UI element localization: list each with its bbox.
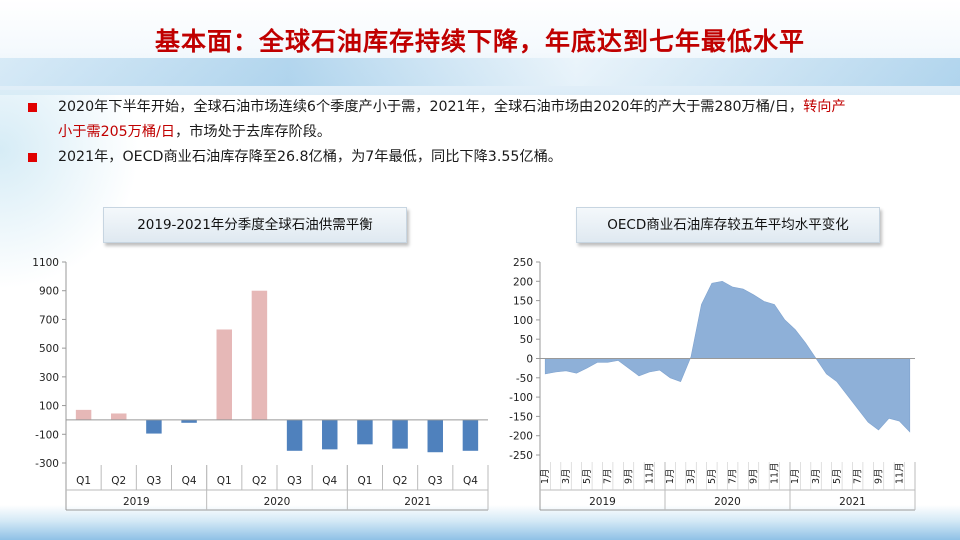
chart2-month-label: 11月 xyxy=(769,462,780,484)
chart1-bar xyxy=(146,419,162,434)
chart2-title: OECD商业石油库存较五年平均水平变化 xyxy=(576,207,880,243)
chart2-month-label: 7月 xyxy=(728,468,739,484)
left-decoration xyxy=(0,90,140,290)
chart1-bar xyxy=(392,419,408,449)
bullet-1-line1: 2020年下半年开始，全球石油市场连续6个季度产小于需，2021年，全球石油市场… xyxy=(58,99,804,115)
chart2-month-label: 5月 xyxy=(582,468,593,484)
bullet-marker-1 xyxy=(28,103,40,113)
bullet-text-1: 2020年下半年开始，全球石油市场连续6个季度产小于需，2021年，全球石油市场… xyxy=(58,95,948,145)
bullet-1-line2-highlight: 小于需205万桶/日 xyxy=(58,124,175,140)
chart2-ytick-label: 250 xyxy=(513,257,533,269)
chart1-category-label: Q4 xyxy=(182,475,197,487)
chart2-ytick-label: -150 xyxy=(509,411,533,423)
chart1-ytick-label: -300 xyxy=(35,458,59,470)
chart1-category-label: Q3 xyxy=(287,475,302,487)
chart2-month-label: 11月 xyxy=(894,462,905,484)
chart2-ytick-label: 100 xyxy=(513,315,533,327)
chart1-category-label: Q2 xyxy=(252,475,267,487)
chart1-bar xyxy=(286,419,303,451)
chart1-bar xyxy=(427,419,443,453)
bullet-1-line2: ，市场处于去库存阶段。 xyxy=(175,124,332,140)
bullet-1-line1-highlight: 转向产 xyxy=(803,99,846,115)
chart1-bar xyxy=(462,419,479,451)
chart1-category-label: Q1 xyxy=(357,475,372,487)
chart2-area xyxy=(544,280,911,433)
chart1-ytick-label: 500 xyxy=(39,343,59,355)
chart2-month-label: 3月 xyxy=(686,468,697,484)
chart2-ytick-label: -250 xyxy=(509,450,533,462)
chart1-category-label: Q2 xyxy=(393,475,408,487)
chart2-month-label: 1月 xyxy=(790,468,801,484)
chart2-ytick-label: 50 xyxy=(520,334,533,346)
chart2-ytick-label: 200 xyxy=(513,276,533,288)
chart1-category-label: Q4 xyxy=(322,475,337,487)
chart2-month-label: 3月 xyxy=(561,468,572,484)
chart1-bar xyxy=(251,290,268,420)
chart2-month-label: 9月 xyxy=(624,468,635,484)
chart1-bar xyxy=(216,329,232,420)
page-title: 基本面：全球石油库存持续下降，年底达到七年最低水平 xyxy=(154,27,805,56)
chart2-ytick-label: 150 xyxy=(513,296,533,308)
chart1-category-label: Q3 xyxy=(146,475,161,487)
chart2-ytick-label: -200 xyxy=(509,431,533,443)
chart1-category-label: Q4 xyxy=(463,475,478,487)
chart2-month-label: 1月 xyxy=(665,468,676,484)
chart1-category-label: Q3 xyxy=(428,475,443,487)
chart2-ytick-label: -100 xyxy=(509,392,533,404)
bullet-text-2: 2021年，OECD商业石油库存降至26.8亿桶，为7年最低，同比下降3.55亿… xyxy=(58,149,562,165)
header-background xyxy=(0,0,960,95)
chart1-category-label: Q1 xyxy=(217,475,232,487)
chart2-month-label: 7月 xyxy=(603,468,614,484)
chart2-ytick-label: 0 xyxy=(526,354,533,366)
chart1-bar xyxy=(357,419,373,445)
chart2-month-label: 9月 xyxy=(749,468,760,484)
bullet-marker-2 xyxy=(28,153,40,163)
chart1-bar xyxy=(322,419,338,450)
chart1-title: 2019-2021年分季度全球石油供需平衡 xyxy=(103,207,407,243)
footer-band xyxy=(0,505,960,540)
chart2-month-label: 9月 xyxy=(874,468,885,484)
chart1-category-label: Q1 xyxy=(76,475,91,487)
chart2-month-label: 3月 xyxy=(811,468,822,484)
chart1-ytick-label: -100 xyxy=(35,429,59,441)
chart2-month-label: 11月 xyxy=(644,462,655,484)
chart2-ytick-label: -50 xyxy=(516,373,533,385)
chart2-month-label: 5月 xyxy=(832,468,843,484)
chart1-ytick-label: 300 xyxy=(39,372,59,384)
header-swoosh xyxy=(0,58,960,86)
chart2-month-label: 1月 xyxy=(540,468,551,484)
chart1-category-label: Q2 xyxy=(111,475,126,487)
chart1-bar xyxy=(75,409,92,420)
chart1-ytick-label: 100 xyxy=(39,401,59,413)
chart1-bar xyxy=(181,419,197,423)
chart2-month-label: 5月 xyxy=(707,468,718,484)
chart1-ytick-label: 700 xyxy=(39,314,59,326)
chart1-bar xyxy=(111,413,127,420)
chart2-month-label: 7月 xyxy=(853,468,864,484)
